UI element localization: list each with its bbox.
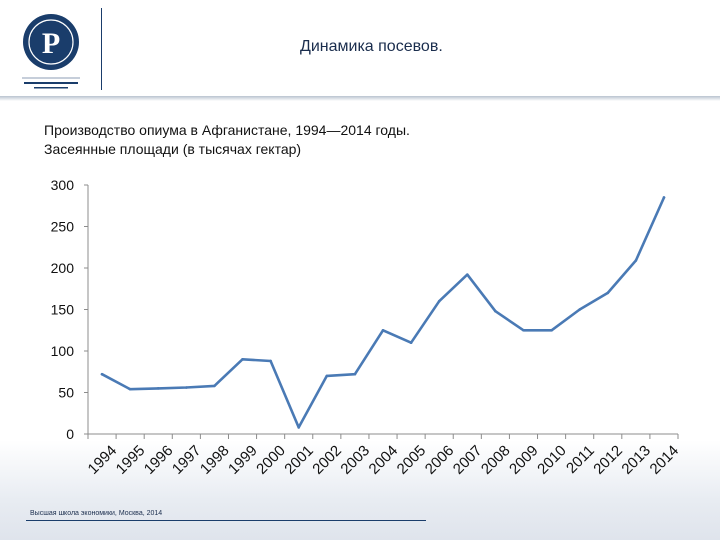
data-point (409, 341, 413, 345)
hse-logo-icon: Р (22, 14, 80, 89)
data-point (128, 387, 132, 391)
data-point (185, 386, 188, 389)
data-point (465, 273, 469, 276)
svg-text:Р: Р (42, 27, 60, 60)
header: Р Динамика посевов. (0, 0, 720, 97)
x-tick-label: 2011 (563, 442, 598, 477)
data-point (662, 196, 666, 199)
x-tick-label: 1995 (113, 442, 149, 478)
data-point (522, 328, 525, 332)
x-tick-label: 1996 (141, 442, 177, 478)
footer-text: Высшая школа экономики, Москва, 2014 (30, 510, 163, 517)
x-tick-label: 2012 (590, 442, 626, 478)
data-point (297, 426, 301, 429)
data-point (550, 328, 553, 332)
x-tick-label: 2006 (422, 442, 458, 478)
data-point (634, 259, 638, 262)
x-tick-label: 2003 (337, 442, 373, 478)
y-tick-label: 300 (51, 177, 75, 193)
x-tick-label: 1997 (169, 442, 205, 478)
data-point (156, 387, 160, 390)
x-tick-label: 2010 (534, 442, 570, 478)
header-divider (101, 8, 102, 90)
x-tick-label: 2002 (309, 442, 345, 478)
chart-unit-label: Засеянные площади (в тысячах гектар) (44, 141, 302, 157)
data-point (269, 359, 272, 363)
y-tick-label: 0 (66, 426, 74, 442)
y-tick-label: 150 (51, 302, 75, 318)
y-tick-label: 100 (51, 343, 75, 359)
x-tick-label: 2001 (281, 442, 317, 478)
x-tick-label: 1994 (85, 442, 121, 478)
x-tick-label: 2007 (450, 442, 486, 478)
data-point (578, 308, 581, 311)
data-point (437, 299, 441, 303)
data-point (494, 309, 497, 313)
data-point (381, 328, 385, 332)
x-tick-label: 2014 (647, 442, 683, 478)
data-point (353, 372, 357, 376)
data-point (606, 291, 610, 295)
data-point (241, 358, 244, 361)
chart-title: Производство опиума в Афганистане, 1994—… (44, 122, 410, 138)
header-shadow (0, 96, 720, 101)
footer-background (0, 440, 720, 540)
y-tick-label: 50 (58, 385, 74, 401)
x-tick-label: 2008 (478, 442, 514, 478)
x-tick-label: 1998 (197, 442, 233, 478)
chart-subtitle: Производство опиума в Афганистане, 1994—… (44, 121, 410, 159)
y-tick-label: 250 (51, 219, 75, 235)
y-tick-label: 200 (51, 260, 75, 276)
x-tick-label: 2000 (253, 442, 289, 478)
footer-divider (26, 520, 426, 521)
x-tick-label: 2005 (394, 442, 430, 478)
x-tick-label: 2004 (366, 442, 402, 478)
data-point (100, 372, 104, 376)
data-point (325, 374, 329, 378)
x-tick-label: 1999 (225, 442, 261, 478)
slide-title: Динамика посевов. (300, 38, 443, 55)
data-point (213, 384, 216, 388)
x-tick-label: 2009 (506, 442, 542, 478)
series-line (100, 196, 666, 429)
x-tick-label: 2013 (618, 442, 654, 478)
